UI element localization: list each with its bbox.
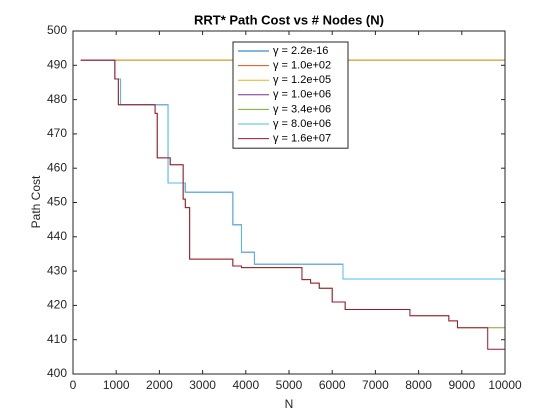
- legend-label: γ = 1.2e+05: [273, 74, 331, 86]
- y-tick-label: 430: [47, 263, 67, 277]
- x-tick-label: 7000: [362, 378, 389, 392]
- x-tick-label: 6000: [319, 378, 346, 392]
- x-tick-label: 4000: [232, 378, 259, 392]
- y-tick-label: 400: [47, 366, 67, 380]
- legend-label: γ = 8.0e+06: [273, 118, 331, 130]
- x-tick-label: 3000: [189, 378, 216, 392]
- y-tick-label: 450: [47, 195, 67, 209]
- x-tick-label: 9000: [448, 378, 475, 392]
- y-tick-label: 420: [47, 298, 67, 312]
- series-line: [80, 59, 505, 350]
- legend-label: γ = 1.0e+06: [273, 89, 331, 101]
- legend-label: γ = 2.2e-16: [273, 45, 328, 57]
- plot-frame: [72, 30, 506, 375]
- chart-title: RRT* Path Cost vs # Nodes (N): [194, 12, 384, 27]
- y-tick-label: 480: [47, 92, 67, 106]
- legend: γ = 2.2e-16 γ = 1.0e+02 γ = 1.2e+05 γ = 1.0…: [232, 41, 349, 149]
- x-axis-label: N: [285, 397, 294, 411]
- x-tick-label: 1000: [103, 378, 130, 392]
- y-tick-label: 500: [47, 23, 67, 37]
- x-tick-label: 2000: [146, 378, 173, 392]
- legend-label: γ = 1.0e+02: [273, 60, 331, 72]
- y-tick-label: 460: [47, 160, 67, 174]
- y-tick-label: 440: [47, 229, 67, 243]
- y-axis-label: Path Cost: [29, 175, 43, 228]
- y-tick-label: 470: [47, 126, 67, 140]
- x-tick-label: 0: [70, 378, 77, 392]
- x-tick-label: 5000: [276, 378, 303, 392]
- x-tick-label: 10000: [488, 378, 522, 392]
- y-tick-label: 410: [47, 332, 67, 346]
- legend-label: γ = 1.6e+07: [273, 133, 331, 145]
- y-tick-label: 490: [47, 57, 67, 71]
- x-tick-label: 8000: [405, 378, 432, 392]
- legend-label: γ = 3.4e+06: [273, 103, 331, 115]
